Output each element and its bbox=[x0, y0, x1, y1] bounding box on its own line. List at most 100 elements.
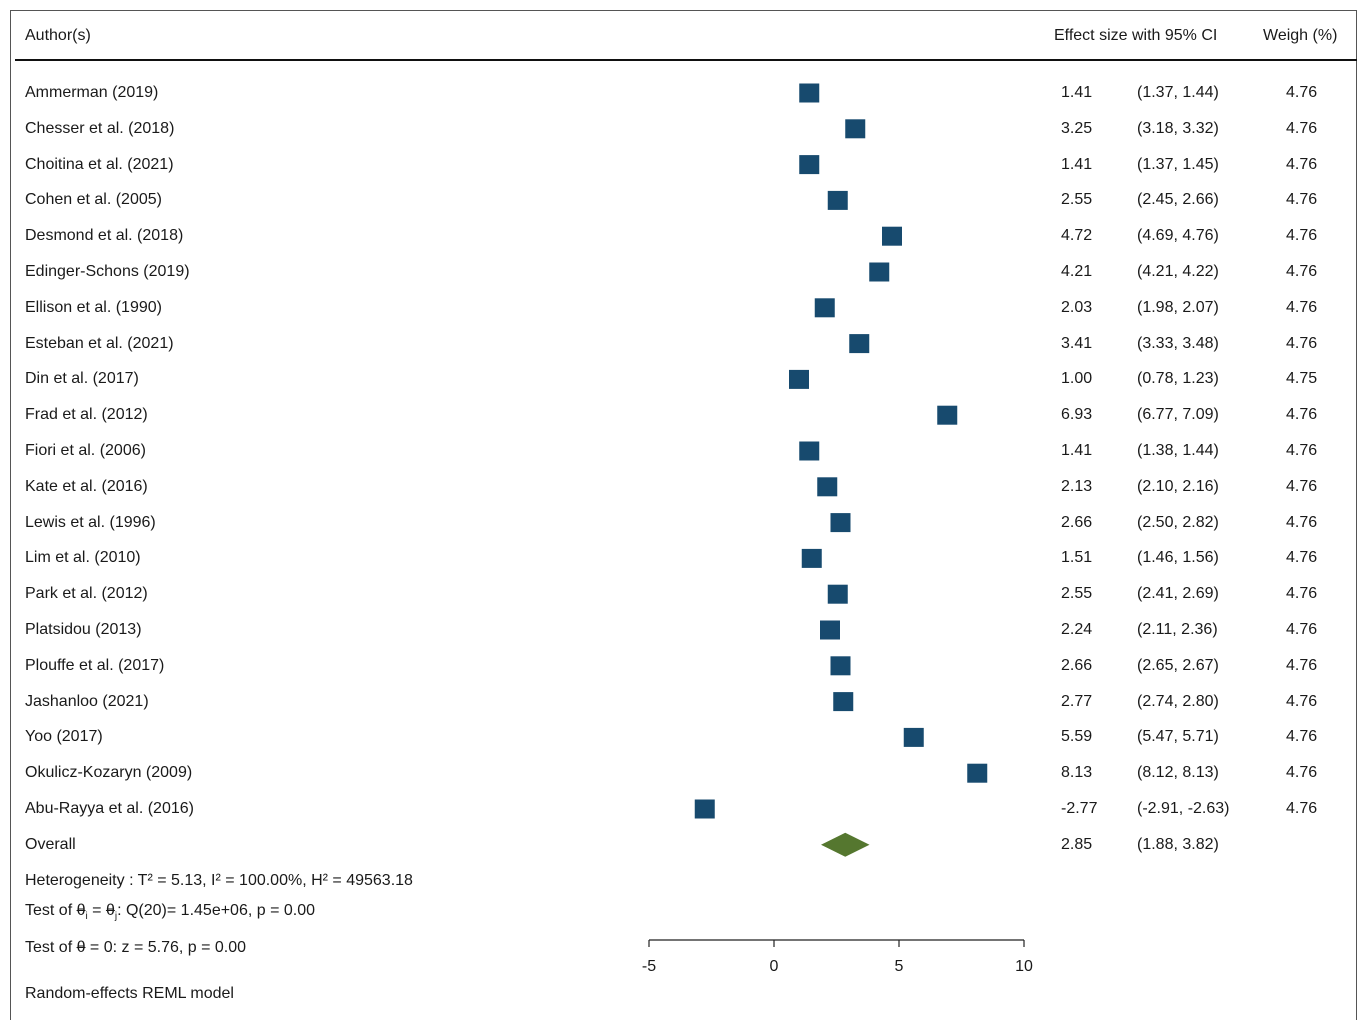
zero-effect-test-text: Test of θ = 0: z = 5.76, p = 0.00 bbox=[25, 939, 246, 957]
x-tick-label: 0 bbox=[770, 958, 779, 975]
study-weight: 4.76 bbox=[1286, 585, 1318, 603]
study-author: Chesser et al. (2018) bbox=[25, 119, 175, 137]
theta-i-subscript: i bbox=[85, 911, 88, 923]
study-confidence-interval: (3.33, 3.48) bbox=[1137, 334, 1219, 352]
study-effect-size: 2.66 bbox=[1061, 513, 1093, 531]
study-author: Jashanloo (2021) bbox=[25, 692, 149, 710]
study-confidence-interval: (2.11, 2.36) bbox=[1137, 621, 1218, 638]
study-confidence-interval: (1.46, 1.56) bbox=[1137, 549, 1219, 567]
theta-j-symbol: θ bbox=[105, 902, 115, 919]
study-weight: 4.76 bbox=[1286, 477, 1318, 495]
study-author: Desmond et al. (2018) bbox=[25, 227, 184, 245]
study-weight: 4.76 bbox=[1286, 155, 1318, 173]
study-weight: 4.76 bbox=[1286, 692, 1318, 710]
study-author: Park et al. (2012) bbox=[25, 585, 148, 603]
study-marker bbox=[833, 692, 854, 712]
study-effect-size: -2.77 bbox=[1061, 800, 1098, 817]
overall-effect-size: 2.85 bbox=[1061, 835, 1093, 853]
study-marker bbox=[814, 298, 835, 318]
x-tick-label: 10 bbox=[1015, 958, 1033, 975]
study-confidence-interval: (1.98, 2.07) bbox=[1137, 298, 1219, 316]
study-marker bbox=[820, 620, 840, 640]
study-weight: 4.76 bbox=[1286, 191, 1318, 209]
study-effect-size: 1.41 bbox=[1061, 155, 1093, 173]
study-author: Ammerman (2019) bbox=[25, 84, 159, 101]
header-rule bbox=[15, 59, 1357, 61]
heterogeneity-text: Heterogeneity : T² = 5.13, I² = 100.00%,… bbox=[25, 872, 413, 889]
study-weight: 4.76 bbox=[1286, 549, 1318, 567]
study-effect-size: 2.55 bbox=[1061, 585, 1093, 603]
study-confidence-interval: (8.12, 8.13) bbox=[1137, 764, 1219, 782]
study-confidence-interval: (2.45, 2.66) bbox=[1137, 191, 1219, 209]
study-effect-size: 1.41 bbox=[1061, 84, 1093, 101]
study-author: Fiori et al. (2006) bbox=[25, 442, 146, 459]
study-author: Yoo (2017) bbox=[25, 728, 103, 746]
study-marker bbox=[799, 155, 820, 175]
study-weight: 4.76 bbox=[1286, 227, 1318, 245]
study-marker bbox=[903, 727, 924, 747]
study-weight: 4.76 bbox=[1286, 298, 1318, 316]
study-effect-size: 3.41 bbox=[1061, 334, 1093, 352]
study-confidence-interval: (2.41, 2.69) bbox=[1137, 585, 1219, 603]
study-marker bbox=[827, 584, 848, 604]
study-effect-size: 8.13 bbox=[1061, 764, 1093, 782]
theta-i-symbol: θ bbox=[76, 902, 86, 919]
study-confidence-interval: (-2.91, -2.63) bbox=[1137, 800, 1230, 817]
study-author: Frad et al. (2012) bbox=[25, 406, 148, 424]
study-effect-size: 3.25 bbox=[1061, 119, 1093, 137]
study-author: Ellison et al. (1990) bbox=[25, 298, 162, 316]
study-effect-size: 2.03 bbox=[1061, 298, 1093, 316]
study-effect-size: 5.59 bbox=[1061, 728, 1093, 746]
study-marker bbox=[789, 369, 809, 389]
study-effect-size: 4.21 bbox=[1061, 263, 1093, 280]
study-effect-size: 4.72 bbox=[1061, 227, 1093, 245]
overall-diamond bbox=[821, 832, 870, 857]
study-marker bbox=[967, 763, 988, 783]
study-author: Choitina et al. (2021) bbox=[25, 155, 174, 173]
study-weight: 4.76 bbox=[1286, 263, 1318, 280]
study-confidence-interval: (2.50, 2.82) bbox=[1137, 513, 1219, 531]
study-confidence-interval: (6.77, 7.09) bbox=[1137, 406, 1219, 424]
study-effect-size: 1.51 bbox=[1061, 549, 1093, 567]
study-weight: 4.76 bbox=[1286, 119, 1318, 137]
study-author: Kate et al. (2016) bbox=[25, 477, 148, 495]
study-effect-size: 1.41 bbox=[1061, 442, 1093, 459]
homogeneity-test-text: Test of θi = θj: Q(20)= 1.45e+06, p = 0.… bbox=[25, 902, 315, 922]
zero-test-result: = 0: z = 5.76, p = 0.00 bbox=[85, 939, 247, 956]
x-tick-label: 5 bbox=[895, 958, 904, 975]
study-confidence-interval: (1.37, 1.45) bbox=[1137, 155, 1219, 173]
study-marker bbox=[830, 513, 851, 533]
study-author: Abu-Rayya et al. (2016) bbox=[25, 800, 194, 817]
study-confidence-interval: (1.38, 1.44) bbox=[1137, 442, 1219, 459]
study-weight: 4.76 bbox=[1286, 513, 1318, 531]
study-confidence-interval: (0.78, 1.23) bbox=[1137, 370, 1219, 388]
study-weight: 4.76 bbox=[1286, 442, 1318, 459]
study-marker bbox=[801, 548, 822, 568]
study-marker bbox=[827, 190, 848, 210]
x-tick-label: -5 bbox=[642, 958, 656, 975]
study-marker bbox=[799, 441, 820, 461]
study-weight: 4.76 bbox=[1286, 406, 1318, 424]
study-weight: 4.76 bbox=[1286, 84, 1318, 101]
study-effect-size: 2.77 bbox=[1061, 692, 1093, 710]
study-author: Din et al. (2017) bbox=[25, 370, 139, 388]
study-marker bbox=[694, 799, 715, 819]
study-author: Platsidou (2013) bbox=[25, 621, 142, 638]
study-marker bbox=[869, 262, 890, 282]
weight-column-header: Weigh (%) bbox=[1263, 27, 1338, 44]
study-weight: 4.76 bbox=[1286, 621, 1318, 638]
study-confidence-interval: (2.10, 2.16) bbox=[1137, 477, 1219, 495]
study-effect-size: 6.93 bbox=[1061, 406, 1093, 424]
model-text: Random-effects REML model bbox=[25, 985, 234, 1002]
study-marker bbox=[799, 83, 820, 103]
study-author: Lim et al. (2010) bbox=[25, 549, 141, 567]
study-effect-size: 2.24 bbox=[1061, 621, 1093, 638]
study-marker bbox=[830, 656, 851, 676]
study-weight: 4.76 bbox=[1286, 728, 1318, 746]
study-marker bbox=[817, 477, 838, 497]
study-confidence-interval: (3.18, 3.32) bbox=[1137, 119, 1219, 137]
study-confidence-interval: (4.69, 4.76) bbox=[1137, 227, 1219, 245]
figure-frame bbox=[10, 10, 1357, 1020]
study-author: Lewis et al. (1996) bbox=[25, 513, 156, 531]
